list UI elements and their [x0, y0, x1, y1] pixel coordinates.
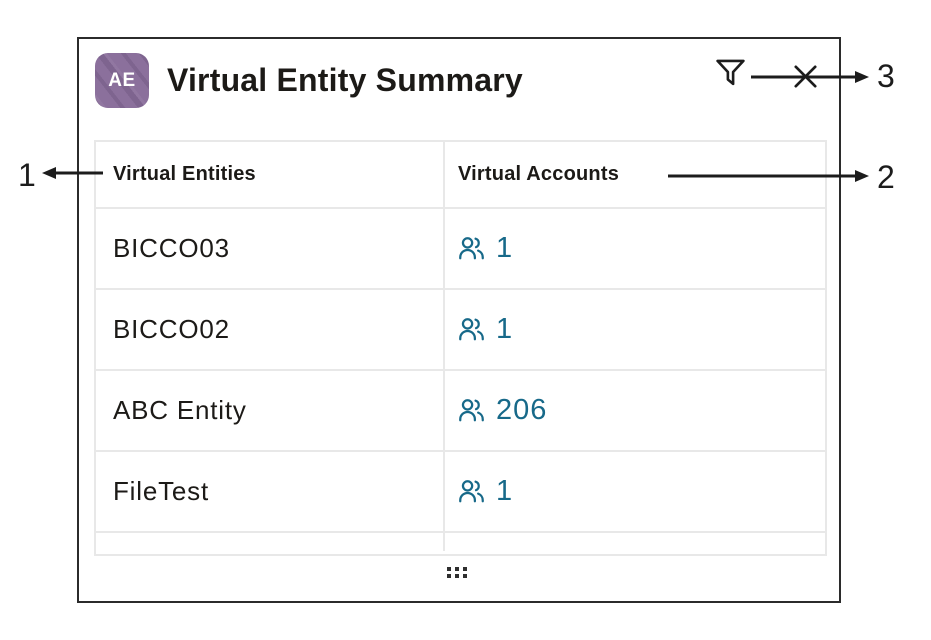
widget-title: Virtual Entity Summary — [167, 62, 523, 98]
table-row[interactable]: ABC Entity 206 — [96, 369, 825, 450]
close-x-icon — [793, 64, 817, 88]
column-header-virtual-accounts: Virtual Accounts — [443, 142, 825, 207]
column-header-virtual-entities: Virtual Entities — [113, 163, 256, 185]
accounts-count: 206 — [496, 394, 548, 426]
table-row-partial — [96, 531, 825, 551]
filter-button[interactable] — [710, 53, 750, 93]
people-icon — [459, 480, 484, 503]
table-header-row: Virtual Entities Virtual Accounts — [96, 142, 825, 207]
entity-name: FileTest — [113, 476, 209, 506]
callout-1: 1 — [18, 157, 36, 193]
ae-app-icon: AE — [95, 53, 149, 108]
drag-handle-icon[interactable] — [447, 567, 469, 579]
table-row[interactable]: FileTest 1 — [96, 450, 825, 531]
accounts-count: 1 — [496, 313, 514, 345]
callout-2: 2 — [877, 159, 895, 195]
callout-3: 3 — [877, 58, 895, 94]
people-icon — [459, 237, 484, 260]
virtual-entities-table: Virtual Entities Virtual Accounts BICCO0… — [94, 140, 827, 556]
people-icon — [459, 318, 484, 341]
close-button[interactable] — [785, 56, 825, 96]
entity-name: BICCO03 — [113, 233, 230, 263]
accounts-link[interactable]: 206 — [458, 394, 547, 427]
people-icon — [459, 399, 484, 422]
filter-funnel-icon — [715, 59, 745, 86]
accounts-link[interactable]: 1 — [458, 313, 513, 346]
entity-name: BICCO02 — [113, 314, 230, 344]
table-row[interactable]: BICCO03 1 — [96, 207, 825, 288]
accounts-count: 1 — [496, 232, 514, 264]
table-row[interactable]: BICCO02 1 — [96, 288, 825, 369]
ae-app-icon-label: AE — [108, 69, 136, 91]
entity-name: ABC Entity — [113, 395, 247, 425]
accounts-link[interactable]: 1 — [458, 232, 513, 265]
accounts-count: 1 — [496, 475, 514, 507]
virtual-entity-summary-widget: AE Virtual Entity Summary Virtual Entiti… — [77, 37, 841, 603]
accounts-link[interactable]: 1 — [458, 475, 513, 508]
